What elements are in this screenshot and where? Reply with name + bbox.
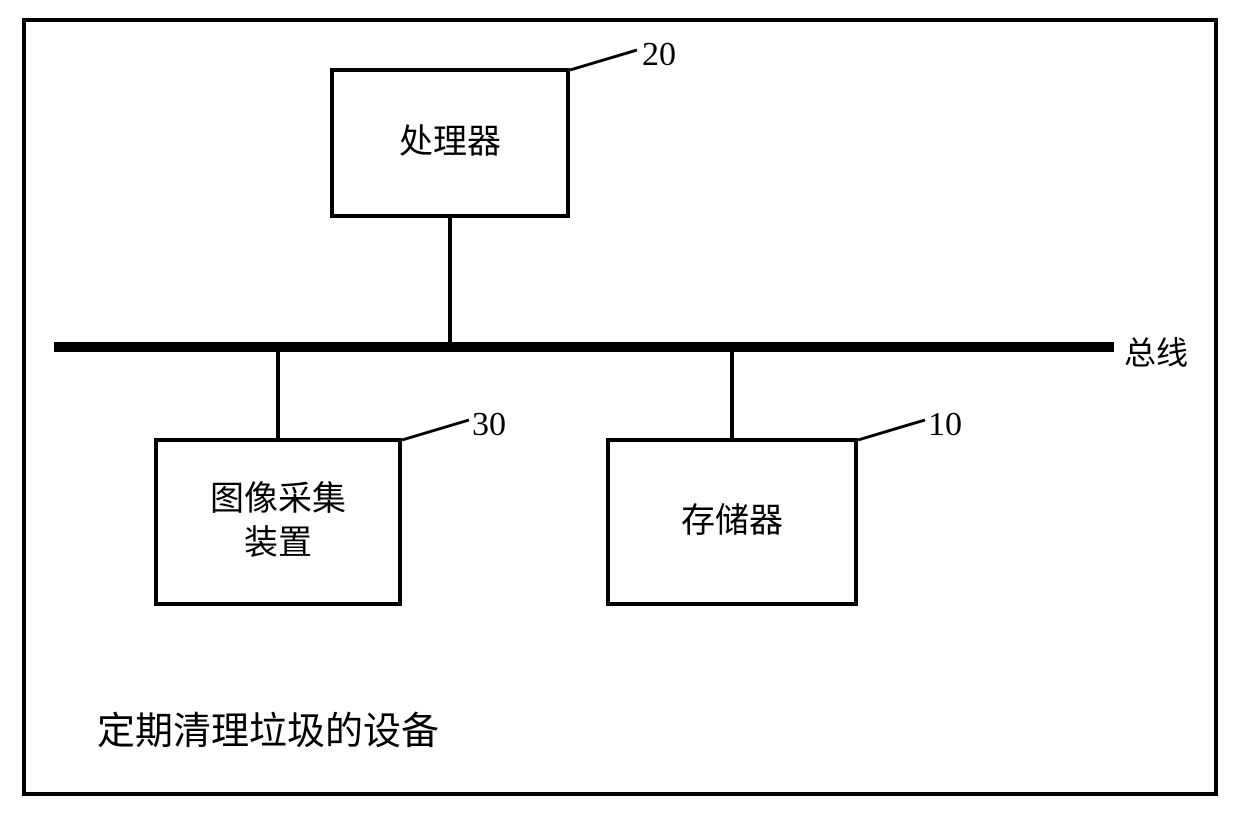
processor-connector xyxy=(448,218,452,344)
image-capture-connector xyxy=(276,350,280,440)
image-capture-label: 图像采集 装置 xyxy=(210,478,346,566)
memory-node: 存储器 xyxy=(606,438,858,606)
memory-label: 存储器 xyxy=(681,500,783,544)
diagram-outer-border xyxy=(22,18,1218,796)
image-capture-node: 图像采集 装置 xyxy=(154,438,402,606)
diagram-caption: 定期清理垃圾的设备 xyxy=(97,700,439,755)
processor-node: 处理器 xyxy=(330,68,570,218)
processor-ref-line xyxy=(565,42,645,78)
bus-line xyxy=(54,342,1114,352)
memory-ref-num: 10 xyxy=(928,406,962,444)
image-capture-ref-line xyxy=(397,412,477,448)
memory-connector xyxy=(730,350,734,440)
processor-ref-num: 20 xyxy=(642,36,676,74)
processor-label: 处理器 xyxy=(399,121,501,165)
memory-ref-line xyxy=(853,412,933,448)
image-capture-ref-num: 30 xyxy=(472,406,506,444)
bus-label: 总线 xyxy=(1124,328,1188,374)
